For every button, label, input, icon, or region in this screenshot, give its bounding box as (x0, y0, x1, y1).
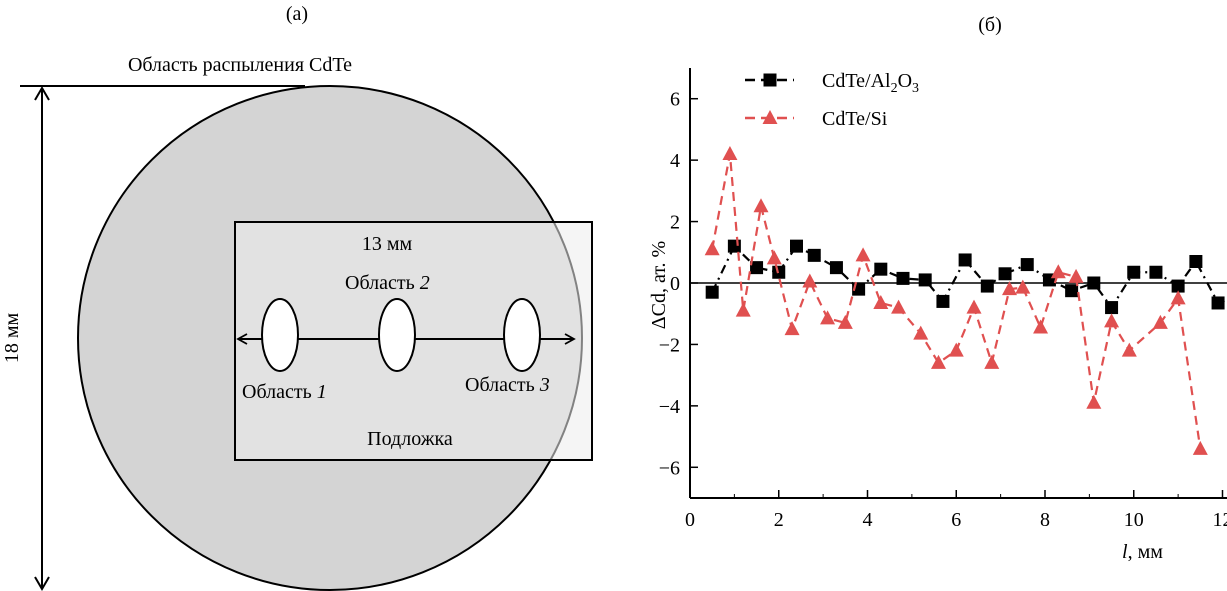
x-tick-label: 10 (1124, 509, 1144, 531)
x-axis-label: l, мм (1122, 541, 1163, 563)
data-point (1068, 268, 1084, 283)
data-point (1171, 279, 1185, 293)
data-point (1192, 440, 1208, 455)
x-tick-label: 8 (1040, 509, 1050, 531)
data-point (829, 261, 843, 275)
data-point (1127, 265, 1141, 279)
legend-label: CdTe/Al2O3 (822, 70, 919, 96)
spray-area-title: Область распыления CdTe (128, 54, 352, 76)
data-point (766, 250, 782, 265)
legend-item: CdTe/Al2O3 (745, 70, 919, 96)
chart-legend: CdTe/Al2O3 CdTe/Si (745, 70, 919, 130)
data-point (874, 262, 888, 276)
data-point (750, 261, 764, 275)
data-point (966, 299, 982, 314)
y-axis-label: ΔCd, ат. % (648, 241, 670, 329)
data-point (1189, 255, 1203, 268)
data-point (704, 241, 720, 256)
region-3-ellipse (503, 298, 541, 372)
data-point (1033, 319, 1049, 334)
x-tick-label: 6 (951, 509, 961, 531)
data-point (1065, 284, 1079, 298)
data-point (931, 354, 946, 369)
y-tick-label: −4 (659, 396, 680, 418)
data-point (837, 314, 853, 329)
x-tick-label: 0 (685, 509, 695, 531)
data-point (722, 146, 738, 160)
chart-series (704, 146, 1227, 455)
legend-label: CdTe/Si (822, 108, 888, 130)
y-tick-label: 4 (670, 150, 680, 172)
data-point (998, 267, 1012, 281)
data-point (1149, 265, 1163, 279)
y-tick-label: 2 (670, 212, 680, 234)
data-point (980, 279, 994, 293)
data-point (1211, 296, 1225, 310)
region-1-ellipse (261, 298, 299, 372)
data-point (1050, 264, 1066, 279)
data-point (735, 302, 751, 317)
data-point (1020, 258, 1034, 272)
chart-plot-area: −6 −4 −2 0 2 4 6 0 2 4 6 8 10 12 CdTe/Al2O3 CdTe/Si (659, 68, 1227, 531)
data-point (1104, 313, 1120, 328)
data-point (790, 239, 803, 253)
data-point (918, 273, 932, 287)
data-point (1105, 301, 1119, 315)
legend-swatch-marker (763, 73, 777, 87)
panel-a-label: (а) (286, 3, 308, 25)
data-point (873, 294, 889, 309)
data-point (784, 321, 800, 336)
data-point (1015, 279, 1031, 294)
data-point (1121, 342, 1137, 357)
height-label: 18 мм (1, 313, 23, 364)
y-tick-label: −6 (659, 457, 680, 479)
panel-b-label: (б) (978, 14, 1002, 36)
panel-a: (а) Область распыления CdTe 18 мм 13 мм … (1, 3, 593, 591)
region-2-label: Область 2 (345, 272, 430, 294)
data-point (958, 253, 972, 267)
data-point (1002, 281, 1017, 296)
series-line (711, 153, 1202, 450)
data-point (753, 198, 769, 213)
data-point (727, 239, 741, 253)
data-point (936, 294, 950, 308)
data-point (705, 285, 719, 299)
substrate-label: Подложка (367, 428, 453, 450)
height-arrow-top (34, 86, 50, 101)
data-point (948, 342, 964, 357)
width-label: 13 мм (362, 233, 413, 255)
data-point (1152, 314, 1168, 329)
data-point (807, 248, 821, 262)
legend-item: CdTe/Si (745, 108, 888, 130)
data-point (896, 271, 910, 285)
data-point (913, 325, 929, 340)
panel-b: (б) −6 −4 −2 0 2 4 6 0 2 4 6 8 10 12 CdTe/Al2O3 CdTe/S… (648, 14, 1227, 563)
data-point (1170, 290, 1186, 305)
data-point (855, 247, 871, 262)
data-point (891, 299, 907, 314)
region-3-label: Область 3 (465, 374, 550, 396)
data-point (1086, 394, 1102, 409)
series-line (711, 244, 1227, 310)
series-cdte-al2o3 (705, 239, 1227, 315)
width-arrow-left (236, 333, 248, 345)
series-cdte-si (704, 146, 1208, 455)
height-arrow-bottom (34, 576, 50, 591)
x-tick-label: 4 (863, 509, 873, 531)
y-tick-label: 0 (670, 273, 680, 295)
x-tick-label: 2 (774, 509, 784, 531)
x-tick-label: 12 (1213, 509, 1227, 531)
y-tick-label: −2 (659, 334, 680, 356)
data-point (802, 273, 818, 288)
data-point (1087, 276, 1101, 290)
data-point (820, 310, 836, 325)
region-1-label: Область 1 (242, 381, 327, 403)
data-point (984, 354, 1000, 369)
width-arrow-right (564, 333, 576, 345)
y-tick-label: 6 (670, 89, 680, 111)
region-2-ellipse (378, 298, 416, 372)
legend-swatch-marker (762, 110, 778, 124)
